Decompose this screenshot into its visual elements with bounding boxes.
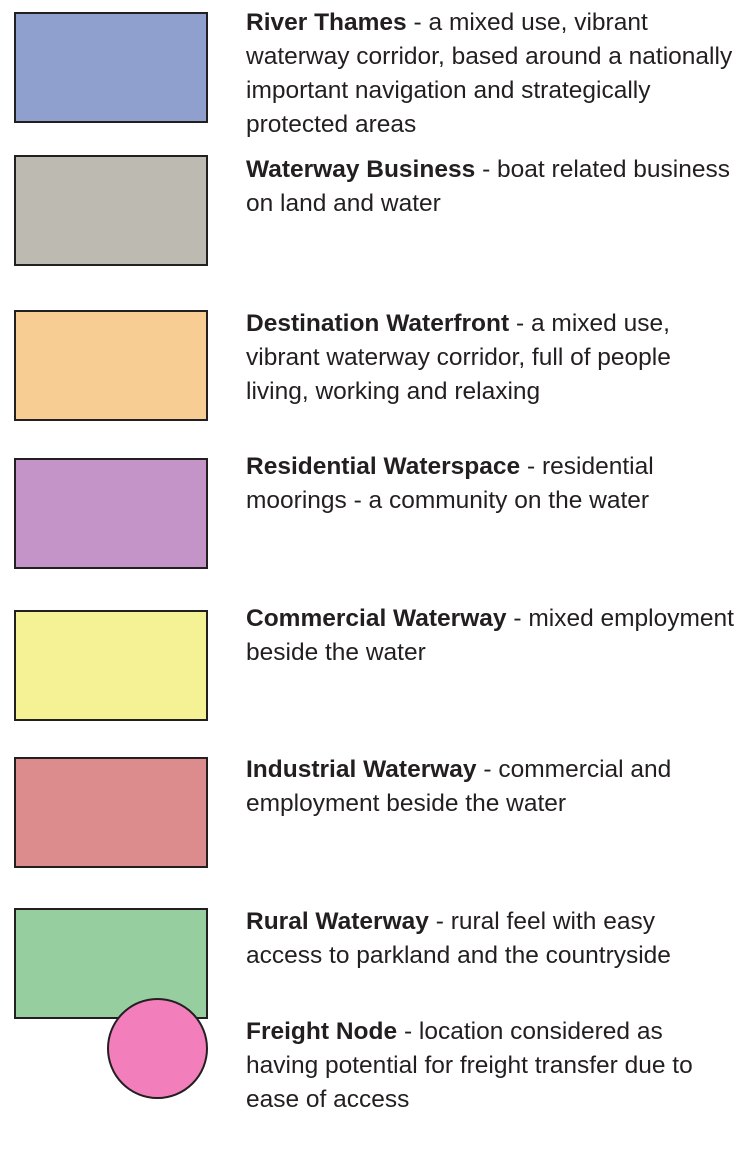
legend-text: Waterway Business - boat related business… <box>246 153 736 221</box>
legend-name: Industrial Waterway <box>246 756 477 783</box>
legend-swatch <box>14 757 208 868</box>
legend-name: Rural Waterway <box>246 908 429 935</box>
legend-text: Destination Waterfront - a mixed use, vib… <box>246 307 736 409</box>
legend-description: - residential moorings - a community on … <box>246 453 654 514</box>
legend-circle <box>107 998 208 1099</box>
legend-swatch <box>14 310 208 421</box>
legend-text: Commercial Waterway - mixed employment be… <box>246 602 736 670</box>
legend-text: Rural Waterway - rural feel with easy acc… <box>246 905 736 973</box>
legend-description: - rural feel with easy access to parklan… <box>246 908 671 969</box>
legend-text: Industrial Waterway - commercial and empl… <box>246 753 736 821</box>
legend-name: Destination Waterfront <box>246 310 510 337</box>
legend-text: River Thames - a mixed use, vibrant water… <box>246 6 736 142</box>
legend-swatch <box>14 12 208 123</box>
legend-swatch <box>14 610 208 721</box>
legend-description: - location considered as having potentia… <box>246 1018 693 1113</box>
legend-name: Residential Waterspace <box>246 453 521 480</box>
legend-name: River Thames <box>246 9 407 36</box>
legend-text: Freight Node - location considered as hav… <box>246 1015 736 1117</box>
legend-name: Commercial Waterway <box>246 605 507 632</box>
legend-description: - a mixed use, vibrant waterway corridor… <box>246 9 733 138</box>
legend-text: Residential Waterspace - residential moor… <box>246 450 736 518</box>
legend-swatch <box>14 155 208 266</box>
legend-description: - mixed employment beside the water <box>246 605 734 666</box>
legend-swatch <box>14 458 208 569</box>
legend-name: Waterway Business <box>246 156 476 183</box>
legend-name: Freight Node <box>246 1018 398 1045</box>
legend-description: - boat related business on land and wate… <box>246 156 730 217</box>
legend-description: - a mixed use, vibrant waterway corridor… <box>246 310 671 405</box>
legend-description: - commercial and employment beside the w… <box>246 756 672 817</box>
